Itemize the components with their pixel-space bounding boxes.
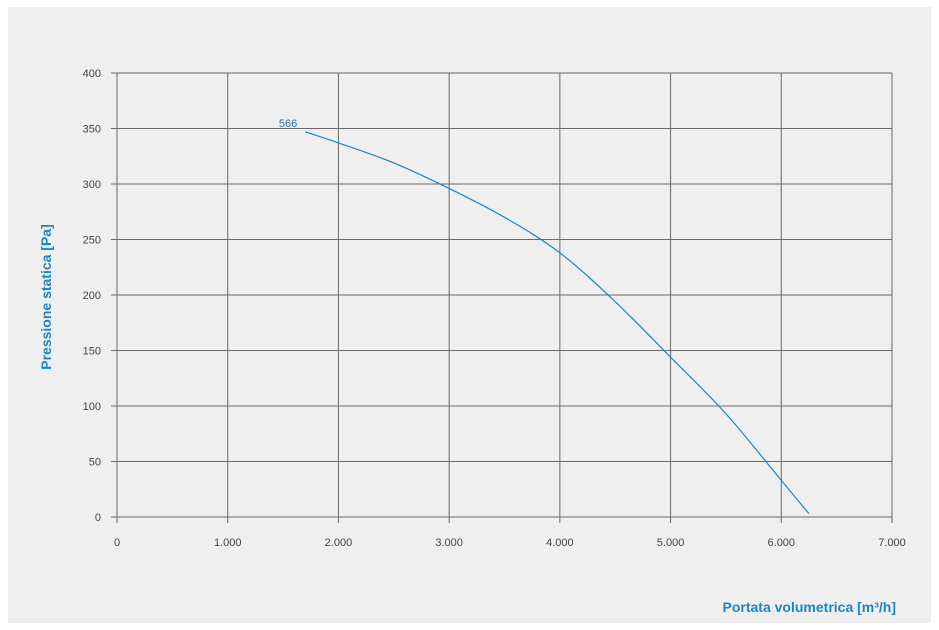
y-tick-labels: 0 50 100 150 200 250 300 350 400 xyxy=(83,68,101,524)
x-tick-labels: 0 1.000 2.000 3.000 4.000 5.000 6.000 7.000 xyxy=(114,537,906,549)
y-tick-label: 350 xyxy=(83,124,101,136)
y-tick-label: 300 xyxy=(83,179,101,191)
series-line-566 xyxy=(305,131,810,515)
series-group: 566 xyxy=(279,118,810,515)
x-tick-label: 1.000 xyxy=(214,537,242,549)
y-tick-label: 400 xyxy=(83,68,101,80)
y-tick-label: 150 xyxy=(83,346,101,358)
x-axis-title: Portata volumetrica [m³/h] xyxy=(723,599,896,615)
y-tick-label: 250 xyxy=(83,235,101,247)
x-tick-label: 7.000 xyxy=(878,537,906,549)
x-tick-label: 0 xyxy=(114,537,120,549)
y-tick-label: 200 xyxy=(83,290,101,302)
x-tick-label: 3.000 xyxy=(435,537,463,549)
y-tick-label: 0 xyxy=(95,512,101,524)
y-axis-title: Pressione statica [Pa] xyxy=(38,224,54,370)
y-tick-label: 100 xyxy=(83,401,101,413)
x-tick-label: 2.000 xyxy=(325,537,353,549)
x-tick-label: 6.000 xyxy=(768,537,796,549)
grid-lines xyxy=(111,72,893,523)
y-tick-label: 50 xyxy=(89,457,101,469)
x-tick-label: 5.000 xyxy=(657,537,685,549)
chart-panel xyxy=(8,7,931,623)
x-tick-label: 4.000 xyxy=(546,537,574,549)
series-label: 566 xyxy=(279,118,297,130)
